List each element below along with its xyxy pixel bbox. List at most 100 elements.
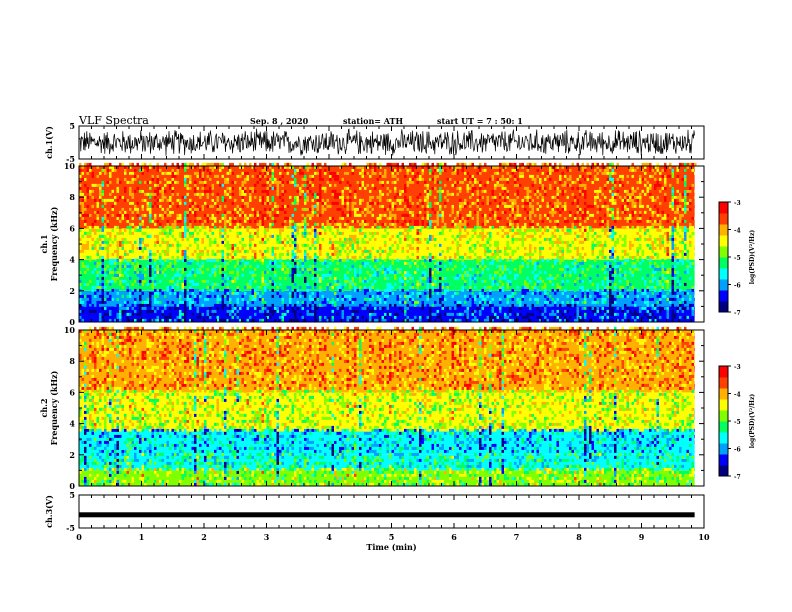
- ch1-spectrogram-cell: [301, 186, 304, 190]
- ch1-spectrogram-cell: [459, 264, 462, 268]
- ch1-spectrogram-cell: [369, 267, 372, 271]
- ch1-spectrogram-cell: [186, 261, 189, 265]
- ch1-spectrogram-cell: [219, 189, 222, 193]
- ch1-spectrogram-cell: [369, 264, 372, 268]
- ch1-spectrogram-cell: [481, 297, 484, 301]
- ch1-spectrogram-cell: [136, 270, 139, 274]
- ch1-spectrogram-cell: [261, 168, 264, 172]
- ch1-spectrogram-cell: [286, 285, 289, 289]
- ch1-spectrogram-cell: [449, 222, 452, 226]
- ch1-spectrogram-cell: [284, 243, 287, 247]
- ch1-spectrogram-cell: [136, 186, 139, 190]
- ch1-spectrogram-cell: [226, 276, 229, 280]
- ch1-spectrogram-cell: [479, 165, 482, 169]
- ch1-spectrogram-cell: [421, 315, 424, 319]
- ch1-spectrogram-cell: [79, 228, 82, 232]
- ch1-spectrogram-cell: [221, 258, 224, 262]
- ch1-spectrogram-cell: [96, 171, 99, 175]
- ch1-spectrogram-cell: [441, 282, 444, 286]
- ch1-spectrogram-cell: [129, 207, 132, 211]
- ch1-spectrogram-cell: [131, 237, 134, 241]
- ch1-spectrogram-cell: [159, 279, 162, 283]
- ch1-spectrogram-cell: [254, 231, 257, 235]
- ch1-spectrogram-cell: [361, 240, 364, 244]
- ch1-spectrogram-cell: [131, 231, 134, 235]
- ch1-spectrogram-cell: [259, 282, 262, 286]
- ch1-spectrogram-cell: [124, 270, 127, 274]
- ch1-spectrogram-cell: [451, 243, 454, 247]
- ch1-spectrogram-cell: [101, 297, 104, 301]
- ch1-spectrogram-cell: [236, 216, 239, 220]
- ch1-spectrogram-cell: [444, 288, 447, 292]
- ch1-spectrogram-cell: [369, 285, 372, 289]
- ch1-spectrogram-cell: [189, 183, 192, 187]
- ch1-spectrogram-cell: [449, 189, 452, 193]
- ch1-spectrogram-cell: [489, 189, 492, 193]
- ch1-spectrogram-cell: [224, 180, 227, 184]
- ch1-spectrogram-cell: [219, 183, 222, 187]
- ch1-spectrogram-cell: [444, 249, 447, 253]
- ch1-spectrogram-cell: [359, 198, 362, 202]
- ch1-spectrogram-cell: [141, 213, 144, 217]
- ch1-spectrogram-cell: [131, 282, 134, 286]
- ch1-spectrogram-cell: [414, 162, 417, 166]
- ch1-spectrogram-cell: [364, 300, 367, 304]
- ch1-spectrogram-cell: [386, 303, 389, 307]
- ch1-spectrogram-cell: [461, 273, 464, 277]
- ch1-spectrogram-cell: [289, 165, 292, 169]
- ch1-spectrogram-cell: [254, 255, 257, 259]
- ch1-spectrogram-cell: [491, 177, 494, 181]
- ch1-spectrogram-cell: [266, 270, 269, 274]
- ch1-spectrogram-cell: [264, 306, 267, 310]
- ch1-spectrogram-cell: [279, 264, 282, 268]
- ch1-spectrogram-cell: [254, 225, 257, 229]
- ch1-spectrogram-cell: [106, 246, 109, 250]
- ch1-spectrogram-cell: [384, 213, 387, 217]
- ch1-spectrogram-cell: [131, 180, 134, 184]
- ch1-spectrogram-cell: [471, 318, 474, 322]
- ch1-spectrogram-cell: [409, 288, 412, 292]
- ch1-spectrogram-cell: [261, 255, 264, 259]
- ch1-spectrogram-cell: [79, 255, 82, 259]
- ch1-spectrogram-cell: [271, 174, 274, 178]
- ch1-spectrogram-cell: [104, 273, 107, 277]
- ch1-spectrogram-cell: [211, 276, 214, 280]
- ch1-spectrogram-cell: [459, 171, 462, 175]
- ch1-spectrogram-cell: [309, 267, 312, 271]
- ch1-spectrogram-cell: [141, 183, 144, 187]
- ch1-spectrogram-cell: [366, 270, 369, 274]
- ch1-spectrogram-cell: [79, 303, 82, 307]
- ch1-spectrogram-cell: [299, 309, 302, 313]
- ch1-spectrogram-cell: [454, 216, 457, 220]
- ch1-spectrogram-cell: [374, 222, 377, 226]
- ch1-spectrogram-cell: [394, 216, 397, 220]
- ch1-spectrogram-cell: [429, 192, 432, 196]
- ch1-spectrogram-cell: [146, 165, 149, 169]
- ch1-spectrogram-cell: [429, 279, 432, 283]
- ch1-spectrogram-cell: [181, 312, 184, 316]
- ch1-spectrogram-cell: [311, 294, 314, 298]
- ch1-spectrogram-cell: [259, 198, 262, 202]
- ch1-spectrogram-cell: [119, 303, 122, 307]
- ch1-spectrogram-cell: [326, 273, 329, 277]
- ch1-spectrogram-cell: [476, 198, 479, 202]
- ch1-spectrogram-cell: [146, 309, 149, 313]
- ch1-spectrogram-cell: [446, 207, 449, 211]
- ch1-spectrogram-cell: [236, 270, 239, 274]
- ch1-spectrogram-cell: [96, 309, 99, 313]
- ch1-spectrogram-cell: [391, 258, 394, 262]
- ch1-spectrogram-cell: [264, 279, 267, 283]
- ch1-spectrogram-cell: [381, 192, 384, 196]
- ch1-spectrogram-cell: [226, 252, 229, 256]
- ch1-spectrogram-cell: [171, 288, 174, 292]
- ch1-spectrogram-cell: [196, 201, 199, 205]
- ch1-spectrogram-cell: [489, 258, 492, 262]
- ch1-spectrogram-cell: [176, 273, 179, 277]
- ch1-spectrogram-cell: [416, 225, 419, 229]
- ch1-spectrogram-cell: [431, 231, 434, 235]
- ch1-spectrogram-cell: [114, 252, 117, 256]
- ch1-spectrogram-cell: [86, 243, 89, 247]
- ch1-spectrogram-cell: [171, 225, 174, 229]
- ch1-spectrogram-cell: [439, 288, 442, 292]
- ch1-spectrogram-cell: [316, 282, 319, 286]
